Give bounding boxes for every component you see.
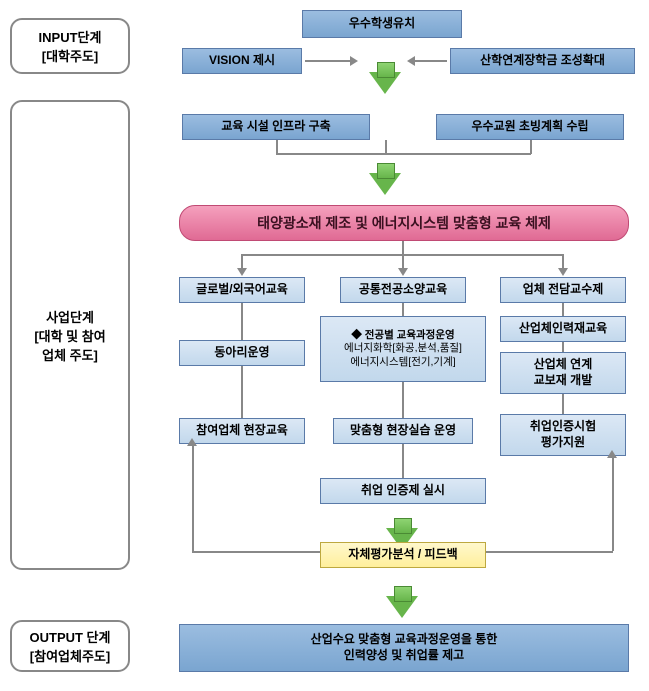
fb-r-v bbox=[612, 456, 614, 551]
stage-input-l2: [대학주도] bbox=[12, 46, 128, 65]
node-facility: 교육 시설 인프라 구축 bbox=[182, 114, 370, 140]
fb-l-h bbox=[192, 551, 320, 553]
vc-to-cert bbox=[402, 444, 404, 478]
node-company-prof: 업체 전담교수제 bbox=[500, 277, 626, 303]
arrow-down-4 bbox=[386, 596, 418, 618]
lbl: 맞춤형 현장실습 운영 bbox=[350, 423, 456, 439]
lbl: 산업체인력재교육 bbox=[519, 321, 607, 337]
stage-output-l2: [참여업체주도] bbox=[12, 646, 128, 665]
lbl: 에너지시스템[전기,기계] bbox=[350, 356, 455, 370]
lbl: 글로벌/외국어교육 bbox=[196, 282, 288, 298]
vc-c2 bbox=[402, 303, 404, 316]
node-cert-exec: 취업 인증제 실시 bbox=[320, 478, 486, 504]
node-top-center: 우수학생유치 bbox=[302, 10, 462, 38]
fb-r-h bbox=[486, 551, 613, 553]
fb-l-arrowhead bbox=[187, 438, 197, 446]
vc-l3 bbox=[241, 366, 243, 418]
node-common: 공통전공소양교육 bbox=[340, 277, 466, 303]
stage-input-label: INPUT단계 [대학주도] bbox=[10, 18, 130, 74]
stage-input-l1: INPUT단계 bbox=[12, 27, 128, 46]
lbl: 교육 시설 인프라 구축 bbox=[221, 119, 330, 135]
lbl: 참여업체 현장교육 bbox=[196, 423, 288, 439]
stage-biz-l3: 업체 주도] bbox=[12, 345, 128, 364]
c-pb-c bbox=[402, 254, 404, 268]
c-pb-l bbox=[241, 254, 243, 268]
lbl: 인력양성 및 취업률 제고 bbox=[344, 648, 464, 664]
lbl: 취업 인증제 실시 bbox=[361, 483, 445, 499]
node-scholarship: 산학연계장학금 조성확대 bbox=[450, 48, 635, 74]
lbl: 우수교원 초빙계획 수립 bbox=[471, 119, 588, 135]
lbl: 동아리운영 bbox=[214, 345, 269, 361]
lbl: 평가지원 bbox=[541, 435, 585, 451]
lbl: 태양광소재 제조 및 에너지시스템 맞춤형 교육 체제 bbox=[257, 214, 551, 232]
node-output: 산업수요 맞춤형 교육과정운영을 통한 인력양성 및 취업률 제고 bbox=[179, 624, 629, 672]
conn-fac-h bbox=[276, 153, 531, 155]
arrow-vision-right bbox=[305, 60, 350, 62]
lbl: 자체평가분석 / 피드백 bbox=[348, 547, 457, 563]
vc-c3 bbox=[402, 382, 404, 418]
c-pb-m bbox=[402, 241, 404, 255]
vc-r3 bbox=[562, 342, 564, 352]
arrow-scholarship-left bbox=[415, 60, 447, 62]
stage-biz-label: 사업단계 [대학 및 참여 업체 주도] bbox=[10, 100, 130, 570]
lbl: 업체 전담교수제 bbox=[523, 282, 604, 298]
node-field-edu: 참여업체 현장교육 bbox=[179, 418, 305, 444]
conn-fac2 bbox=[530, 140, 532, 154]
conn-fac-mid bbox=[385, 140, 387, 154]
arrow-down-1 bbox=[369, 72, 401, 94]
lbl: ◆ 전공별 교육과정운영 bbox=[351, 329, 454, 343]
node-club: 동아리운영 bbox=[179, 340, 305, 366]
node-reeducation: 산업체인력재교육 bbox=[500, 316, 626, 342]
lbl: 우수학생유치 bbox=[349, 16, 415, 32]
lbl: 교보재 개발 bbox=[534, 373, 593, 389]
node-textbook: 산업체 연계 교보재 개발 bbox=[500, 352, 626, 394]
fb-r-arrowhead bbox=[607, 450, 617, 458]
stage-output-l1: OUTPUT 단계 bbox=[12, 627, 128, 646]
node-feedback: 자체평가분석 / 피드백 bbox=[320, 542, 486, 568]
vc-l2 bbox=[241, 303, 243, 340]
lbl: 산학연계장학금 조성확대 bbox=[480, 53, 605, 69]
stage-output-label: OUTPUT 단계 [참여업체주도] bbox=[10, 620, 130, 672]
node-major: ◆ 전공별 교육과정운영 에너지화학[화공,분석,품질] 에너지시스템[전기,기… bbox=[320, 316, 486, 382]
stage-biz-l1: 사업단계 bbox=[12, 307, 128, 326]
lbl: 산업체 연계 bbox=[534, 357, 593, 373]
lbl: 산업수요 맞춤형 교육과정운영을 통한 bbox=[311, 632, 498, 648]
vc-r2 bbox=[562, 303, 564, 316]
lbl: 에너지화학[화공,분석,품질] bbox=[344, 342, 462, 356]
c-pb-r bbox=[562, 254, 564, 268]
conn-fac1 bbox=[276, 140, 278, 154]
fb-l-v bbox=[192, 444, 194, 551]
node-pinkbar: 태양광소재 제조 및 에너지시스템 맞춤형 교육 체제 bbox=[179, 205, 629, 241]
node-vision: VISION 제시 bbox=[182, 48, 302, 74]
vc-r4 bbox=[562, 394, 564, 414]
node-global: 글로벌/외국어교육 bbox=[179, 277, 305, 303]
lbl: 공통전공소양교육 bbox=[359, 282, 447, 298]
lbl: VISION 제시 bbox=[209, 53, 275, 69]
node-custom-field: 맞춤형 현장실습 운영 bbox=[333, 418, 473, 444]
arrow-down-2 bbox=[369, 173, 401, 195]
stage-biz-l2: [대학 및 참여 bbox=[12, 326, 128, 345]
lbl: 취업인증시험 bbox=[530, 419, 596, 435]
node-faculty: 우수교원 초빙계획 수립 bbox=[436, 114, 624, 140]
